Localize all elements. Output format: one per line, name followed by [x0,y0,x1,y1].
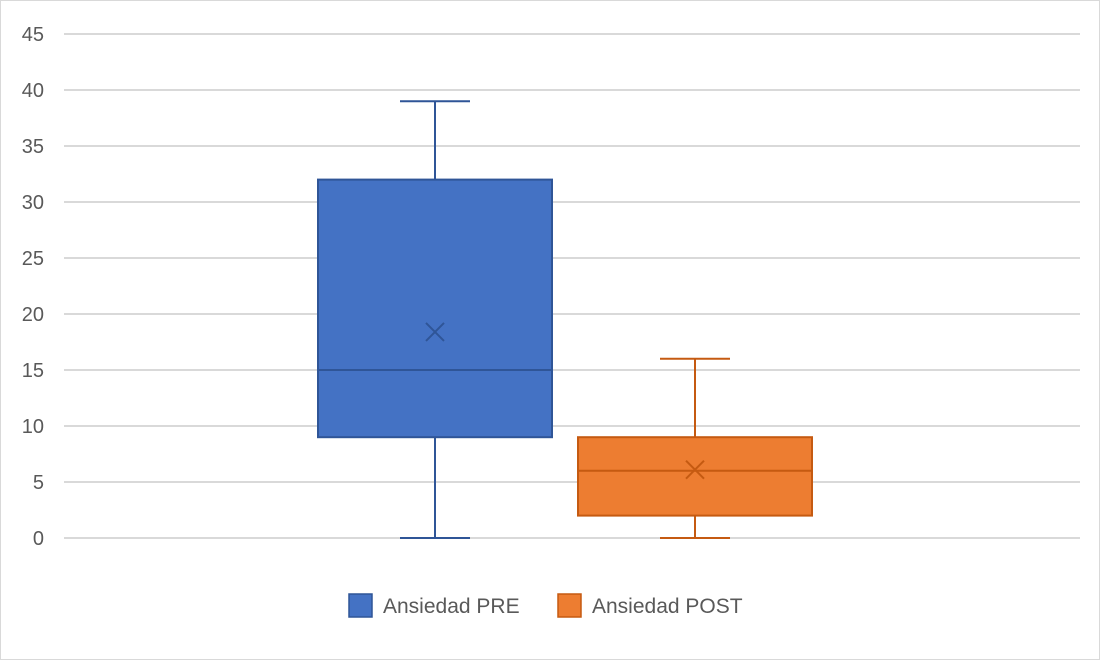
box-iqr [317,178,553,439]
legend-swatch [348,593,373,618]
mean-marker [685,459,705,480]
y-tick-label: 10 [22,416,44,438]
y-tick-label: 45 [22,24,44,46]
y-tick-label: 15 [22,360,44,382]
y-tick-label: 35 [22,136,44,158]
y-tick-label: 5 [33,472,44,494]
y-tick-label: 25 [22,248,44,270]
boxes [317,100,813,539]
y-tick-label: 30 [22,192,44,214]
mean-marker [425,322,445,342]
y-axis-ticks: 0 5 10 15 20 25 30 35 40 45 [22,24,44,550]
legend-label: Ansiedad POST [592,595,743,618]
y-tick-label: 20 [22,304,44,326]
legend-swatch [557,593,582,618]
gridlines [64,33,1080,539]
legend-label: Ansiedad PRE [383,595,520,618]
legend: Ansiedad PRE Ansiedad POST [348,593,743,618]
y-tick-label: 40 [22,80,44,102]
y-tick-label: 0 [33,528,44,550]
box-iqr [577,436,813,517]
